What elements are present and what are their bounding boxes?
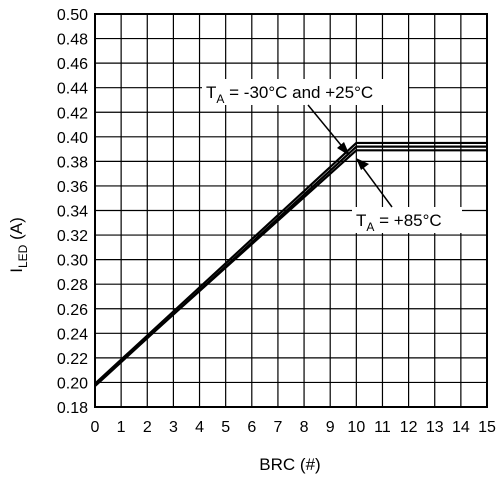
x-tick-label: 7 — [273, 419, 282, 436]
annotation-2-rest: = +85°C — [374, 211, 441, 230]
x-tick-label: 15 — [478, 419, 496, 436]
y-tick-label: 0.42 — [57, 105, 88, 122]
x-tick-label: 13 — [426, 419, 444, 436]
y-tick-label: 0.44 — [57, 81, 88, 98]
y-tick-label: 0.40 — [57, 130, 88, 147]
x-tick-label: 9 — [326, 419, 335, 436]
annotation-2: TA = +85°C — [356, 211, 442, 234]
x-tick-label: 11 — [374, 419, 391, 436]
y-tick-label: 0.34 — [57, 204, 88, 221]
annotation-1-sub: A — [216, 92, 224, 106]
x-tick-label: 10 — [347, 419, 365, 436]
x-tick-label: 6 — [247, 419, 256, 436]
y-tick-label: 0.38 — [57, 154, 88, 171]
annotation-2-arrow — [360, 164, 393, 208]
series-line-2 — [94, 145, 487, 387]
x-tick-label: 2 — [143, 419, 152, 436]
y-tick-label: 0.26 — [57, 302, 88, 319]
y-tick-label: 0.24 — [57, 326, 88, 343]
series-lines — [94, 141, 487, 387]
y-tick-label: 0.20 — [57, 375, 88, 392]
y-tick-label: 0.22 — [57, 351, 88, 368]
y-tick-label: 0.48 — [57, 32, 88, 49]
y-axis-label-unit: (A) — [7, 217, 26, 244]
svg-text:ILED (A): ILED (A) — [7, 217, 30, 272]
y-tick-label: 0.50 — [57, 7, 88, 24]
x-tick-label: 14 — [452, 419, 470, 436]
x-tick-label: 4 — [195, 419, 204, 436]
plot-frame — [94, 13, 488, 408]
x-axis-label: BRC (#) — [259, 455, 320, 474]
annotations: TA = -30°C and +25°C TA = +85°C — [202, 79, 462, 234]
series-line-3 — [94, 149, 487, 386]
y-tick-labels: 0.18 0.20 0.22 0.24 0.26 0.28 0.30 0.32 0.34 0.36… — [57, 7, 88, 417]
y-axis-label-main: I — [7, 268, 26, 273]
y-tick-label: 0.30 — [57, 253, 88, 270]
x-tick-label: 3 — [169, 419, 178, 436]
annotation-2-sub: A — [366, 220, 374, 234]
series-line-1 — [94, 141, 487, 385]
annotation-2-background — [352, 207, 462, 233]
annotation-1-arrowhead — [337, 142, 350, 156]
annotation-1-rest: = -30°C and +25°C — [224, 83, 373, 102]
annotation-1-arrow — [307, 104, 346, 151]
x-tick-label: 8 — [300, 419, 309, 436]
y-tick-label: 0.36 — [57, 179, 88, 196]
annotation-1-main: T — [206, 83, 216, 102]
y-tick-label: 0.28 — [57, 277, 88, 294]
y-axis-label: ILED (A) — [7, 217, 30, 272]
y-tick-label: 0.46 — [57, 56, 88, 73]
x-tick-label: 12 — [400, 419, 418, 436]
x-tick-labels: 0 1 2 3 4 5 6 7 8 9 10 11 12 13 14 15 — [91, 419, 496, 436]
x-tick-label: 1 — [117, 419, 126, 436]
y-axis-label-sub: LED — [16, 244, 30, 268]
annotation-1: TA = -30°C and +25°C — [206, 83, 373, 106]
annotation-2-main: T — [356, 211, 366, 230]
x-tick-label: 0 — [91, 419, 100, 436]
x-tick-label: 5 — [221, 419, 230, 436]
y-tick-label: 0.32 — [57, 228, 88, 245]
annotation-2-arrowhead — [356, 158, 369, 170]
y-tick-label: 0.18 — [57, 400, 88, 417]
annotation-1-background — [202, 79, 408, 105]
